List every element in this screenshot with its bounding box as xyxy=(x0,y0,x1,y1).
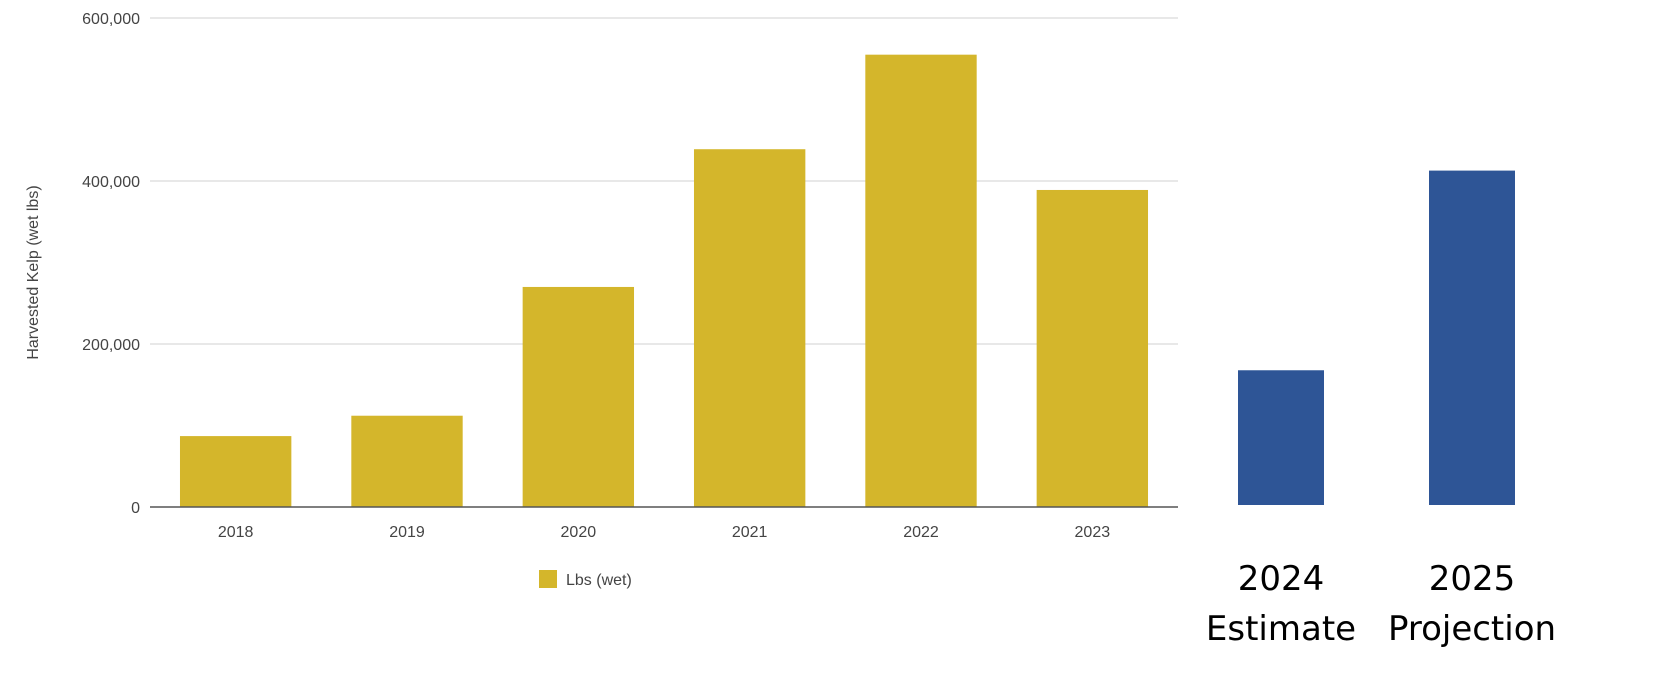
x-tick-label: 2019 xyxy=(389,524,425,541)
bar-2023 xyxy=(1036,189,1149,507)
y-tick-label: 400,000 xyxy=(82,174,140,191)
legend-swatch xyxy=(539,570,557,588)
bar-2019 xyxy=(351,415,463,507)
x-tick-label: 2022 xyxy=(903,524,939,541)
legend: Lbs (wet) xyxy=(539,570,632,589)
bar-2020 xyxy=(522,286,635,507)
y-tick-label: 200,000 xyxy=(82,337,140,354)
forecast-label: 2025 Projection xyxy=(1388,559,1556,649)
y-axis-tick-labels: 0 200,000 400,000 600,000 xyxy=(82,11,140,517)
y-tick-label: 0 xyxy=(131,500,140,517)
bar-2018 xyxy=(179,436,292,507)
gridlines xyxy=(150,17,1178,345)
x-tick-label: 2023 xyxy=(1075,524,1111,541)
forecast-labels: 2024 Estimate 2025 Projection xyxy=(1206,559,1556,649)
bars xyxy=(179,54,1149,508)
forecast-bar-2 xyxy=(1429,170,1515,506)
legend-label: Lbs (wet) xyxy=(566,572,632,589)
bar-2021 xyxy=(693,149,806,507)
y-tick-label: 600,000 xyxy=(82,11,140,28)
forecast-bar-chart: 2024 Estimate 2025 Projection xyxy=(1206,170,1556,649)
y-axis-title: Harvested Kelp (wet lbs) xyxy=(25,185,42,359)
x-tick-label: 2021 xyxy=(732,524,768,541)
forecast-bar-1 xyxy=(1238,370,1324,505)
forecast-bars xyxy=(1238,170,1515,506)
x-tick-label: 2020 xyxy=(561,524,597,541)
forecast-label: 2024 Estimate xyxy=(1206,559,1356,649)
x-axis-tick-labels: 2018 2019 2020 2021 2022 2023 xyxy=(218,524,1110,541)
x-tick-label: 2018 xyxy=(218,524,254,541)
bar-2022 xyxy=(865,54,977,508)
